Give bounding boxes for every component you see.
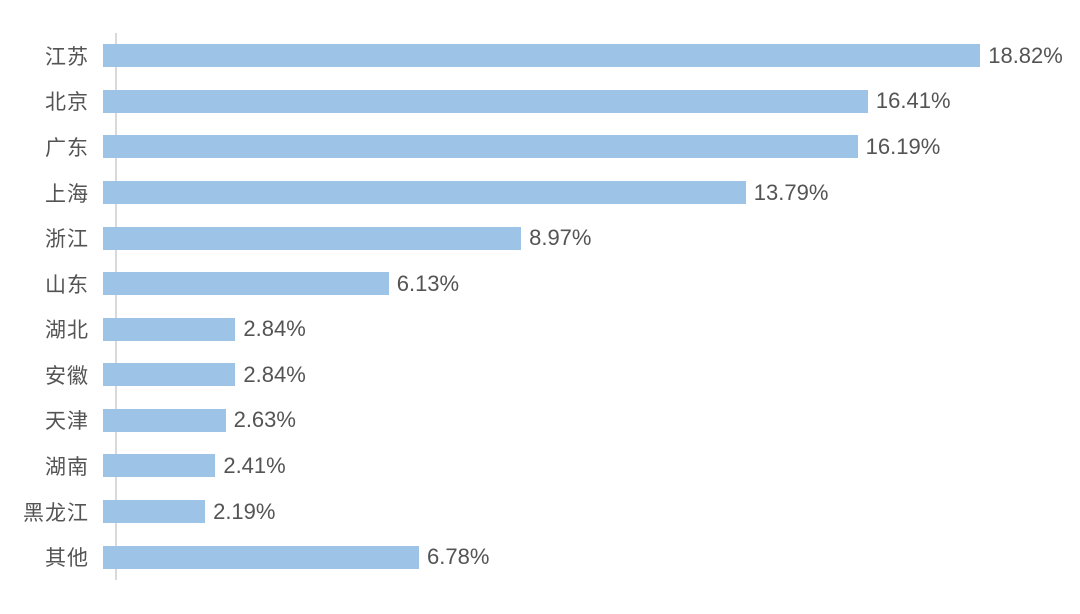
y-axis-line [115,33,117,580]
category-label: 其他 [45,547,89,571]
bar-row: 上海 13.79% [0,170,1080,216]
value-label: 2.63% [233,407,296,433]
bar-track: 2.41% [103,443,1080,489]
value-label: 6.13% [396,270,460,296]
category-label: 上海 [45,182,89,206]
bar-row: 湖南 2.41% [0,443,1080,489]
bar-track: 2.19% [103,489,1080,535]
bar [103,454,216,478]
bar [103,363,236,387]
category-label: 浙江 [45,228,89,252]
bar [103,408,226,432]
bar-row: 安徽 2.84% [0,352,1080,398]
bar-track: 2.84% [103,352,1080,398]
value-label: 2.84% [243,361,306,387]
bar-row: 山东 6.13% [0,261,1080,307]
category-label: 江苏 [45,45,89,69]
bar-row: 北京 16.41% [0,79,1080,125]
bar-track: 6.13% [103,261,1080,307]
bar [103,181,746,205]
category-label: 安徽 [45,364,89,388]
bar-track: 2.84% [103,306,1080,352]
bar [103,44,981,68]
bar-row: 黑龙江 2.19% [0,489,1080,535]
bar [103,89,868,113]
bar [103,500,206,524]
value-label: 16.19% [865,133,941,159]
bar-row: 湖北 2.84% [0,306,1080,352]
bar-track: 2.63% [103,398,1080,444]
value-label: 6.78% [427,544,490,570]
bar [103,226,522,250]
value-label: 16.41% [875,88,951,114]
bar-track: 16.41% [103,79,1080,125]
category-label: 广东 [45,136,89,160]
bar-track: 13.79% [103,170,1080,216]
category-label: 湖南 [45,455,89,479]
value-label: 18.82% [988,42,1063,68]
category-label: 天津 [45,410,89,434]
category-label: 北京 [45,91,89,115]
value-label: 8.97% [529,225,592,251]
value-label: 2.19% [213,498,276,524]
category-label: 湖北 [45,319,89,343]
bar [103,135,858,159]
bar-row: 江苏 18.82% [0,33,1080,79]
bar-track: 18.82% [103,33,1080,79]
value-label: 2.84% [243,316,306,342]
value-label: 13.79% [753,179,829,205]
category-label: 黑龙江 [23,501,89,525]
bar-row: 天津 2.63% [0,398,1080,444]
bar-track: 16.19% [103,124,1080,170]
chart-rows: 江苏 18.82% 北京 16.41% 广东 16.19% 上海 13.79% 浙江 8.97% 山… [0,33,1080,580]
bar-row: 其他 6.78% [0,534,1080,580]
bar [103,317,236,341]
value-label: 2.41% [223,452,286,478]
bar-row: 广东 16.19% [0,124,1080,170]
category-label: 山东 [45,273,89,297]
bar [103,545,420,569]
bar-track: 6.78% [103,534,1080,580]
bar-track: 8.97% [103,215,1080,261]
bar-row: 浙江 8.97% [0,215,1080,261]
bar [103,272,389,296]
